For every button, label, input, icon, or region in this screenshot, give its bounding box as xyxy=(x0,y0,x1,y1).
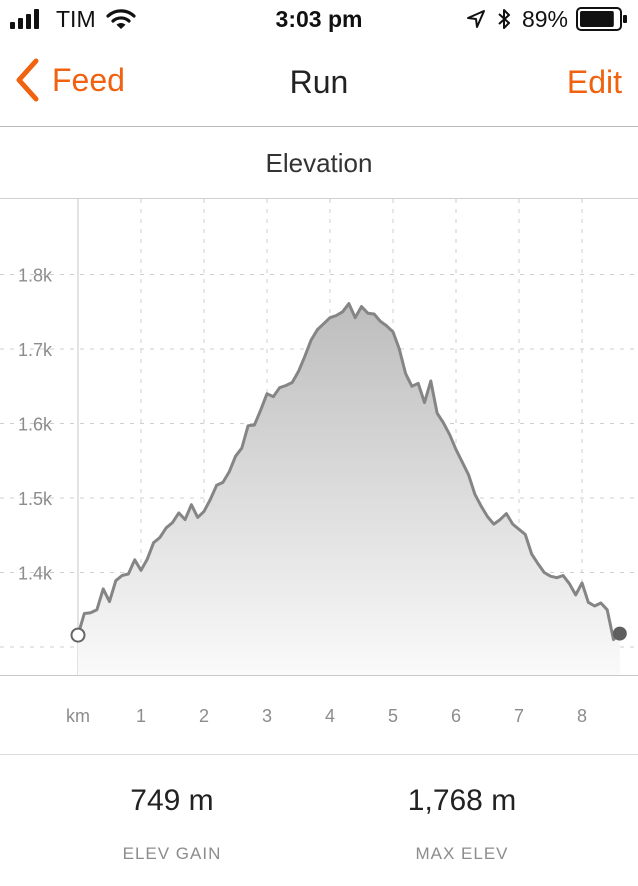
x-tick-label: 4 xyxy=(324,706,335,726)
page-title: Run xyxy=(289,64,349,100)
y-tick-label: 1.7k xyxy=(18,340,53,360)
battery-percent: 89% xyxy=(521,5,568,32)
x-tick-label: 2 xyxy=(198,706,209,726)
elevation-area xyxy=(78,303,620,675)
section-header: Elevation xyxy=(0,127,638,199)
back-button[interactable]: Feed xyxy=(14,58,125,102)
status-bar: TIM 3:03 pm 89% xyxy=(0,0,638,40)
x-tick-label: 7 xyxy=(513,706,524,726)
stat-value: 1,768 m xyxy=(407,784,517,817)
location-arrow-icon xyxy=(466,10,485,28)
x-tick-label: 5 xyxy=(387,706,398,726)
x-axis-unit-label: km xyxy=(66,706,90,726)
battery-icon xyxy=(576,7,627,31)
status-left: TIM xyxy=(10,6,136,32)
elevation-line xyxy=(76,302,621,642)
x-axis: km 1 2 3 4 5 6 7 8 xyxy=(0,675,638,755)
chevron-left-icon xyxy=(16,58,39,102)
stat-elev-gain: 749 m ELEV GAIN xyxy=(22,784,322,864)
x-tick-label: 1 xyxy=(135,706,146,726)
y-tick-label: 1.8k xyxy=(18,266,53,286)
stat-value: 749 m xyxy=(130,784,214,817)
stat-max-elev: 1,768 m MAX ELEV xyxy=(312,784,612,864)
signal-bars-icon xyxy=(10,9,39,29)
navigation-bar: Feed Run Edit xyxy=(0,40,638,127)
y-tick-label: 1.5k xyxy=(18,489,53,509)
x-tick-label: 3 xyxy=(261,706,272,726)
back-button-label: Feed xyxy=(52,61,125,98)
carrier-name: TIM xyxy=(56,5,96,32)
x-tick-label: 8 xyxy=(576,706,587,726)
stat-label: MAX ELEV xyxy=(415,844,509,863)
elevation-chart: 1.4k 1.5k 1.6k 1.7k 1.8k xyxy=(0,199,638,675)
y-tick-label: 1.4k xyxy=(18,564,53,584)
stat-label: ELEV GAIN xyxy=(122,844,222,863)
section-title: Elevation xyxy=(265,148,373,178)
status-time: 3:03 pm xyxy=(275,6,363,32)
stats-panel: 749 m ELEV GAIN 1,768 m MAX ELEV xyxy=(0,754,638,886)
x-tick-label: 6 xyxy=(450,706,461,726)
bluetooth-icon xyxy=(498,9,510,29)
wifi-icon xyxy=(106,9,136,29)
edit-button[interactable]: Edit xyxy=(566,64,622,100)
y-tick-label: 1.6k xyxy=(18,415,53,435)
start-marker xyxy=(70,627,86,643)
end-marker xyxy=(612,626,627,641)
status-right: 89% xyxy=(466,6,628,32)
